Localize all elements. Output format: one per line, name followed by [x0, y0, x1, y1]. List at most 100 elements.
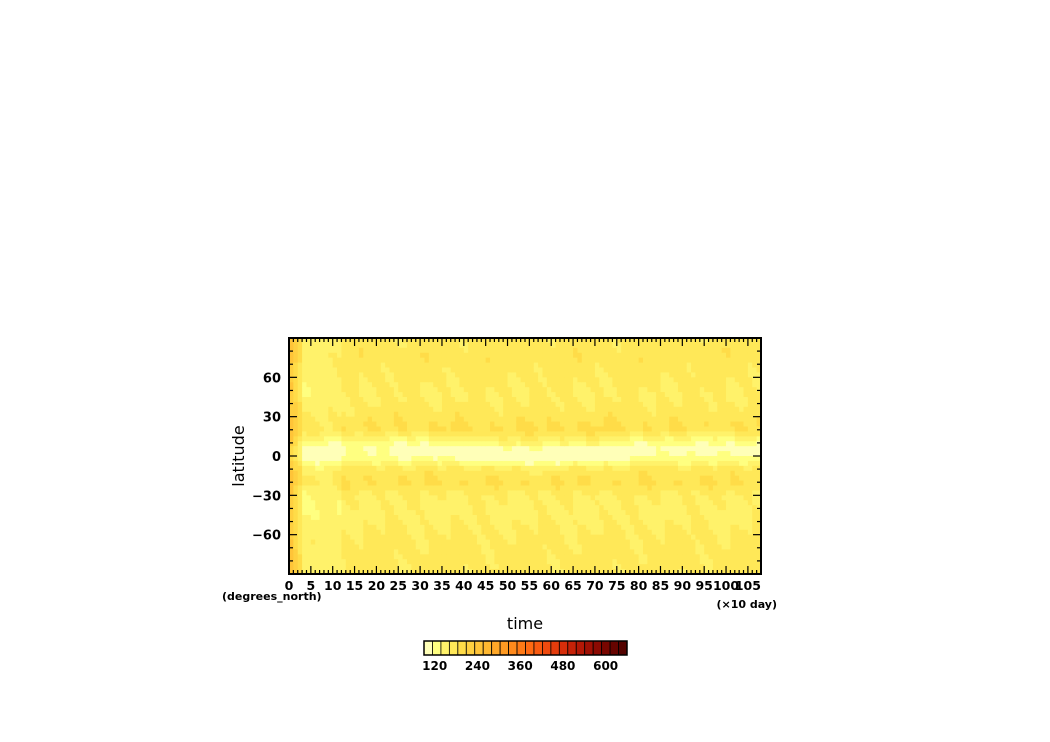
heat-cell [599, 377, 605, 383]
heat-cell [533, 456, 539, 462]
heat-cell [485, 367, 491, 374]
heat-cell [485, 544, 491, 551]
heat-cell [686, 421, 692, 428]
heat-cell [533, 436, 539, 442]
heat-cell [586, 401, 592, 408]
heat-cell [468, 539, 474, 546]
heat-cell [568, 500, 574, 506]
heat-cell [345, 515, 351, 521]
heat-cell [367, 460, 373, 467]
heat-cell [402, 406, 408, 413]
heat-cell [376, 446, 382, 452]
heat-cell [616, 510, 622, 516]
heat-cell [525, 342, 530, 349]
heat-cell [603, 338, 609, 344]
heat-cell [634, 485, 640, 492]
heat-cell [664, 392, 670, 398]
heat-cell [699, 456, 705, 462]
heat-cell [516, 362, 522, 369]
heat-cell [726, 505, 732, 511]
heat-cell [310, 569, 316, 574]
heat-cell [476, 401, 482, 408]
heat-cell [621, 554, 627, 560]
heat-cell [354, 485, 360, 492]
heat-cell [376, 372, 382, 378]
heat-cell [621, 475, 627, 482]
heat-cell [555, 460, 561, 467]
heat-cell [656, 470, 662, 477]
heat-cell [616, 441, 622, 447]
heat-cell [564, 559, 570, 565]
heat-cell [538, 416, 544, 423]
heat-cell [586, 456, 592, 462]
heat-cell [712, 357, 718, 364]
heat-cell [577, 510, 583, 516]
heat-cell [389, 451, 395, 457]
heat-cell [695, 397, 701, 403]
heat-cell [686, 500, 692, 506]
heat-cell [398, 524, 404, 531]
heat-cell [450, 446, 456, 452]
heat-cell [507, 431, 513, 437]
heat-cell [302, 529, 308, 536]
heat-cell [573, 490, 579, 496]
heat-cell [455, 367, 461, 374]
heat-cell [455, 451, 461, 457]
heat-cell [358, 352, 364, 359]
heat-cell [525, 456, 530, 462]
heat-cell [407, 564, 412, 570]
heat-cell [424, 362, 430, 369]
heat-cell [603, 475, 609, 482]
heat-cell [559, 529, 565, 536]
heat-cell [559, 451, 565, 457]
heat-cell [673, 421, 679, 428]
heat-cell [669, 411, 675, 418]
heat-cell [625, 342, 631, 349]
heat-cell [485, 554, 491, 560]
heat-cell [411, 510, 417, 516]
heat-cell [441, 451, 447, 457]
heat-cell [695, 416, 701, 423]
heat-cell [341, 490, 347, 496]
heat-cell [341, 534, 347, 541]
heat-cell [691, 456, 697, 462]
heat-cell [424, 515, 430, 521]
heat-cell [455, 362, 461, 369]
heat-cell [686, 352, 692, 359]
heat-cell [677, 456, 683, 462]
heat-cell [538, 446, 544, 452]
heat-cell [651, 480, 657, 487]
heat-cell [411, 352, 417, 359]
heat-cell [415, 465, 421, 472]
heat-cell [551, 480, 557, 487]
heat-cell [376, 397, 382, 403]
heat-cell [481, 544, 487, 551]
heat-cell [712, 529, 718, 536]
heat-cell [428, 426, 434, 433]
heat-cell [608, 559, 614, 565]
heat-cell [660, 401, 666, 408]
heat-cell [538, 569, 544, 574]
heat-cell [463, 495, 469, 501]
heat-cell [446, 539, 452, 546]
heat-cell [704, 397, 710, 403]
heat-cell [459, 470, 465, 477]
heat-cell [341, 451, 347, 457]
heat-cell [625, 347, 631, 354]
heat-cell [599, 470, 605, 477]
heat-cell [573, 495, 579, 501]
heat-cell [551, 431, 557, 437]
heat-cell [660, 544, 666, 551]
heat-cell [350, 529, 356, 536]
heat-cell [721, 377, 727, 383]
heat-cell [625, 480, 631, 487]
heat-cell [647, 431, 653, 437]
heat-cell [520, 505, 526, 511]
heat-cell [559, 347, 565, 354]
heat-cell [669, 490, 675, 496]
heat-cell [459, 342, 465, 349]
heat-cell [721, 460, 727, 467]
heat-cell [459, 357, 465, 364]
heat-cell [494, 515, 500, 521]
heat-cell [463, 387, 469, 393]
